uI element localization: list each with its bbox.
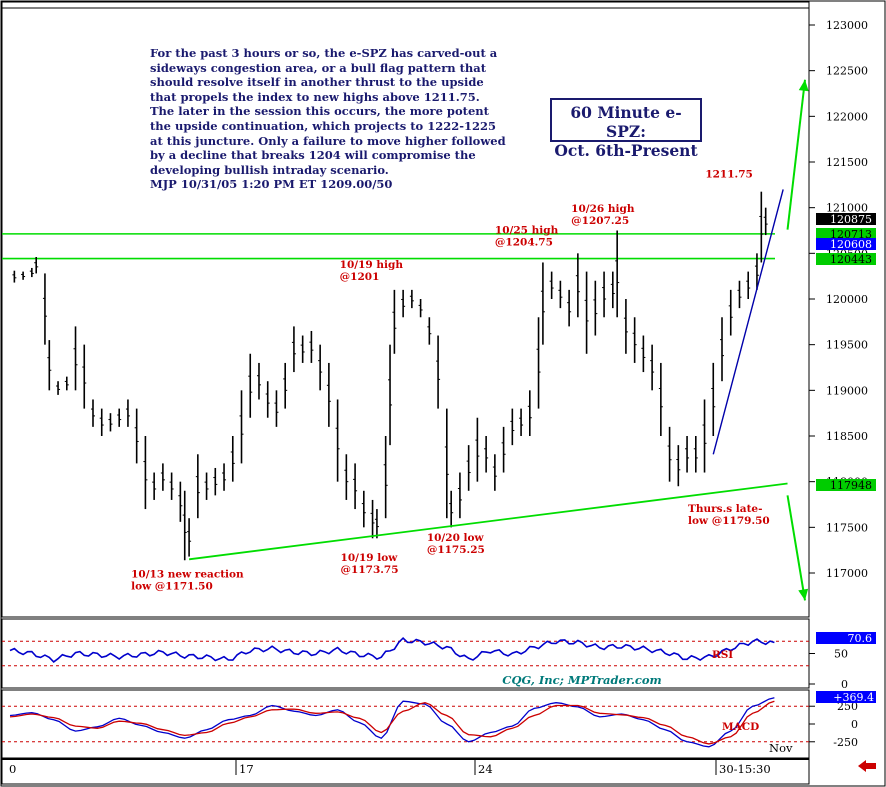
price-label-box [816, 228, 876, 240]
annotation-line1: 10/20 low [427, 532, 485, 544]
chart-title-box: 60 Minute e-SPZ: Oct. 6th-Present [550, 98, 702, 160]
x-axis-ticks: 0 17 24 30-15:30 Nov [9, 741, 793, 776]
trendline-blue [712, 189, 784, 455]
rsi-value-box [816, 632, 876, 644]
rsi-tick-label: 50 [834, 648, 848, 661]
price-label-box [816, 238, 876, 250]
price-tick-label: 121000 [826, 202, 868, 215]
price-label-box [816, 213, 876, 225]
arrow-up-icon [798, 79, 809, 92]
x-tick-label: 30-15:30 [719, 762, 771, 776]
price-tick-label: 120000 [826, 293, 868, 306]
annotation-line1: 10/19 high [340, 259, 404, 271]
annotation-line1: 10/25 high [495, 225, 559, 237]
annotation-line2: low @1171.50 [131, 580, 213, 592]
macd-indicator: MACD 250 0 -250 +369.4 [2, 691, 876, 749]
macd-panel [1, 689, 810, 759]
annotation-line1: Thurs.s late- [688, 503, 762, 515]
arrow-down-line [786, 495, 806, 601]
x-tick-label: Nov [769, 741, 793, 755]
chart-title-line1: 60 Minute e-SPZ: [570, 103, 682, 141]
annotation-line1: 10/26 high [571, 203, 635, 215]
arrow-up-line [786, 79, 806, 230]
price-tick-label: 122000 [826, 110, 868, 123]
horizontal-lines [2, 233, 775, 260]
macd-value: +369.4 [833, 691, 874, 704]
x-axis-band [1, 757, 810, 785]
x-tick-label: 17 [239, 762, 254, 776]
price-tick-label: 118500 [826, 430, 868, 443]
annotation-line2: @1173.75 [341, 564, 399, 576]
trendlines [188, 189, 788, 561]
chart-title-line2: Oct. 6th-Present [554, 141, 698, 160]
annotation-line1: 10/13 new reaction [131, 568, 244, 580]
macd-label: MACD [722, 721, 759, 733]
annotation-line2: @1204.75 [495, 237, 553, 249]
macd-value-box [816, 691, 876, 703]
commentary-text: For the past 3 hours or so, the e-SPZ ha… [150, 46, 506, 192]
macd-line [9, 697, 775, 748]
price-tick-label: 123000 [826, 19, 868, 32]
annotation-line1: 1211.75 [705, 169, 753, 181]
trendline-green [188, 482, 788, 561]
annotation-line2: @1201 [340, 271, 380, 283]
price-label-value: 120875 [830, 213, 872, 226]
macd-tick-label: 0 [851, 718, 858, 731]
price-tick-label: 119500 [826, 339, 868, 352]
price-label-value: 117948 [830, 479, 872, 492]
rsi-tick-label: 0 [841, 678, 848, 691]
price-label-box [816, 479, 876, 491]
rsi-indicator: RSI 50 0 70.6 [2, 632, 876, 691]
price-label-value: 120608 [830, 238, 872, 251]
annotation-line2: @1175.25 [427, 544, 485, 556]
rsi-line [9, 636, 775, 663]
annotation-line1: 10/19 low [341, 552, 399, 564]
price-bars [12, 191, 768, 561]
price-tick-label: 117500 [826, 521, 868, 534]
price-label-value: 120713 [830, 228, 872, 241]
rsi-value: 70.6 [848, 632, 873, 645]
price-label-box [816, 253, 876, 265]
annotation-line2: low @1179.50 [688, 515, 770, 527]
price-tick-label: 122500 [826, 65, 868, 78]
price-tick-label: 121500 [826, 156, 868, 169]
x-tick-label: 0 [9, 762, 16, 776]
projection-arrows [786, 79, 809, 601]
rsi-label: RSI [712, 649, 733, 661]
x-tick-label: 24 [478, 762, 493, 776]
rsi-panel [1, 618, 810, 689]
price-tick-label: 117000 [826, 567, 868, 580]
macd-signal-line [9, 700, 775, 745]
arrow-down-icon [798, 588, 809, 601]
macd-tick-label: 250 [837, 700, 858, 713]
arrow-left-icon[interactable] [858, 760, 876, 772]
price-tick-label: 119000 [826, 384, 868, 397]
price-label-value: 120443 [830, 253, 872, 266]
macd-tick-label: -250 [833, 736, 858, 749]
annotation-line2: @1207.25 [571, 215, 629, 227]
credit-text: CQG, Inc; MPTrader.com [502, 673, 661, 687]
